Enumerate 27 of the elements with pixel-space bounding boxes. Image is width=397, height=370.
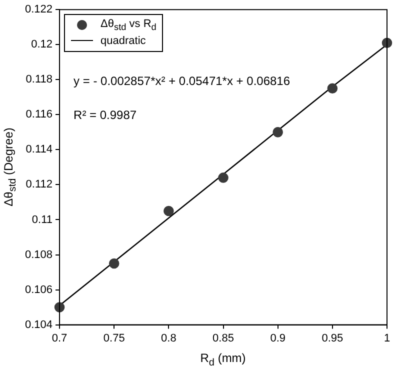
y-tick-label: 0.104: [24, 318, 53, 331]
y-tick-label: 0.118: [26, 74, 53, 86]
x-tick-label: 0.8: [161, 332, 176, 344]
x-tick-label: 0.7: [52, 332, 68, 344]
y-tick-label: 0.116: [26, 108, 53, 121]
point: [108, 258, 120, 269]
x-tick-label: 0.9: [270, 332, 286, 344]
y-tick-label: 0.108: [24, 248, 53, 261]
point: [218, 172, 228, 183]
annotation: R² = 0.9987: [74, 108, 137, 122]
y-tick-label: 0.114: [26, 144, 53, 156]
x-tick-label: 0.85: [212, 332, 234, 344]
y-tick-label: 0.122: [24, 4, 53, 16]
x-axis-title: R$_{d}$ (mm): [200, 351, 246, 368]
y-tick-label: 0.12: [31, 38, 53, 51]
y-tick-label: 0.11: [32, 214, 53, 226]
point: [272, 127, 283, 138]
y-tick-label: 0.112: [26, 178, 53, 191]
point: [164, 206, 174, 216]
x-tick-label: 1: [384, 332, 390, 344]
legend-label: Δθ$_{std}$ vs R$_{d}$: [100, 18, 156, 32]
point: [327, 83, 338, 94]
x-tick-label: 0.75: [103, 332, 125, 344]
legend-label: quadratic: [100, 34, 146, 47]
y-tick-label: 0.106: [24, 284, 53, 296]
annotation: y = - 0.002857*x² + 0.05471*x + 0.06816: [74, 74, 290, 88]
x-tick-label: 0.95: [322, 332, 344, 344]
